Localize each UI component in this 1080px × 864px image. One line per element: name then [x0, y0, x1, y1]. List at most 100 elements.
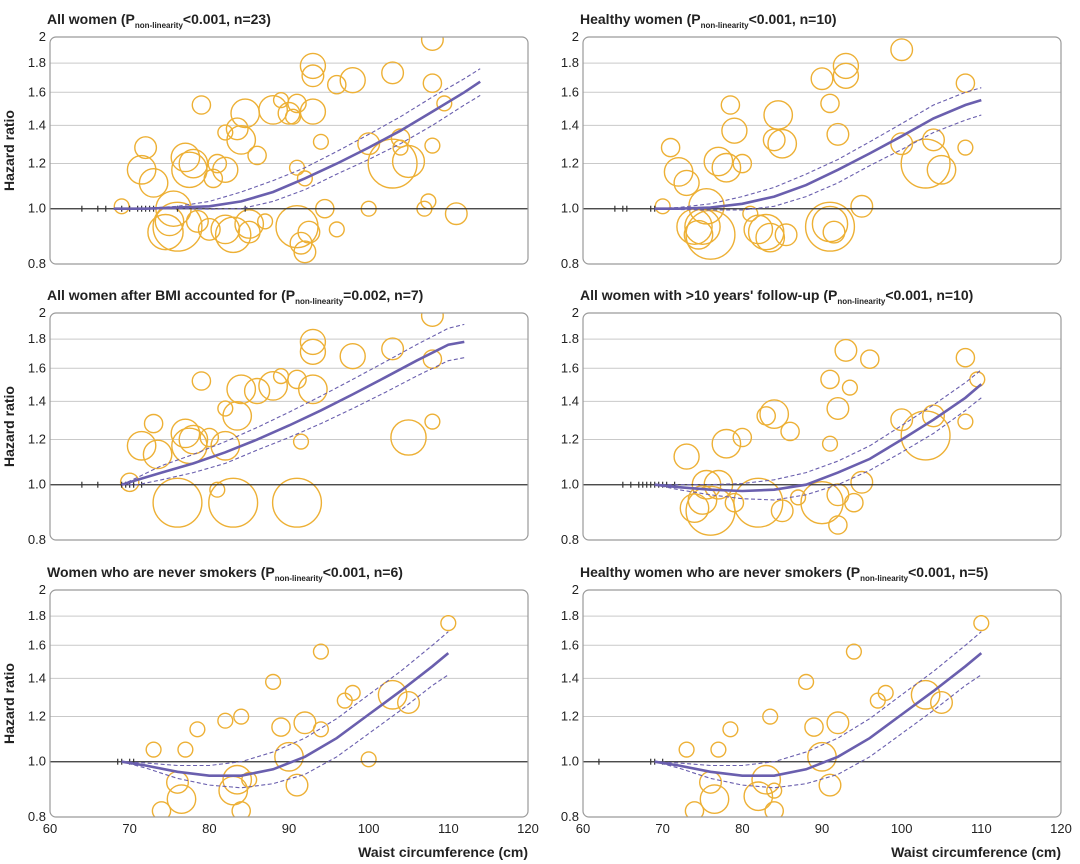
x-axis-title: Waist circumference (cm) [891, 844, 1061, 860]
study-bubble [797, 673, 815, 691]
y-tick-label: 0.8 [28, 532, 46, 547]
study-bubble [774, 223, 798, 247]
study-bubble [170, 142, 201, 173]
panel-title-subscript: non-linearity [837, 297, 886, 306]
panel-title-main: All women after BMI accounted for (P [47, 287, 295, 303]
study-bubble [957, 413, 974, 430]
y-tick-label: 1.0 [28, 754, 46, 769]
study-bubble [742, 205, 759, 222]
study-bubble [780, 421, 800, 442]
study-bubble [440, 614, 457, 632]
study-bubble [811, 205, 849, 243]
x-tick-label: 90 [282, 821, 296, 836]
study-bubble [821, 435, 839, 452]
x-tick-label: 100 [358, 821, 380, 836]
panel-title-subscript: non-linearity [135, 21, 184, 30]
study-bubble [850, 194, 874, 218]
y-tick-label: 1.8 [561, 331, 579, 346]
plot-frame [49, 36, 529, 265]
study-bubble [926, 154, 957, 185]
panel-title-subscript: non-linearity [275, 574, 324, 583]
y-tick-label: 1.0 [561, 477, 579, 492]
y-tick-label: 1.4 [28, 393, 46, 408]
study-bubble [826, 122, 850, 146]
study-bubble [367, 138, 418, 189]
study-bubble [900, 138, 951, 189]
y-tick-label: 2 [572, 305, 579, 320]
hazard-curve [121, 652, 450, 777]
y-tick-label: 0.8 [28, 256, 46, 271]
study-bubble [301, 64, 325, 88]
study-bubble [890, 38, 914, 62]
study-bubble [284, 108, 302, 125]
study-bubble [339, 343, 366, 370]
study-bubble [869, 692, 886, 709]
x-tick-label: 90 [815, 821, 829, 836]
y-tick-label: 1.6 [561, 84, 579, 99]
panel-never-smokers: Women who are never smokers (Pnon-linear… [1, 564, 539, 860]
study-bubble [732, 153, 753, 174]
y-tick-label: 1.0 [28, 201, 46, 216]
y-tick-label: 1.6 [28, 84, 46, 99]
study-bubble [759, 399, 790, 429]
study-bubble [770, 499, 794, 523]
study-bubble [673, 443, 700, 470]
panel-title-end: <0.001, n=6) [323, 564, 403, 580]
plot-frame [582, 589, 1062, 818]
study-bubble [747, 213, 785, 251]
study-bubble [392, 139, 409, 156]
study-bubble [722, 721, 739, 738]
ci-upper-line [113, 68, 481, 210]
y-tick-label: 1.8 [28, 608, 46, 623]
panel-title-subscript: non-linearity [701, 21, 750, 30]
y-axis-title: Hazard ratio [1, 110, 17, 191]
study-bubble [826, 397, 850, 421]
y-axis-title: Hazard ratio [1, 386, 17, 467]
x-tick-label: 80 [735, 821, 749, 836]
study-bubble [381, 61, 405, 85]
study-bubble [850, 470, 874, 494]
x-tick-label: 110 [438, 821, 459, 836]
panel-bmi-accounted: All women after BMI accounted for (Pnon-… [1, 287, 529, 547]
y-tick-label: 0.8 [28, 809, 46, 824]
study-bubble [207, 153, 228, 174]
study-bubble [804, 201, 856, 252]
study-bubble [422, 73, 443, 93]
study-bubble [678, 741, 695, 758]
study-bubble [287, 369, 307, 390]
study-bubble [293, 711, 317, 735]
study-bubble [299, 52, 327, 80]
study-bubbles [113, 37, 468, 264]
study-bubble [226, 124, 257, 155]
study-bubble [654, 198, 671, 215]
study-bubble [171, 151, 208, 189]
panel-title-end: <0.001, n=23) [183, 11, 271, 27]
study-bubble [299, 98, 327, 125]
y-tick-label: 1.2 [28, 156, 46, 171]
study-bubble [755, 222, 786, 253]
study-bubble [199, 427, 220, 448]
study-bubble [145, 741, 162, 758]
study-bubble [955, 347, 976, 368]
ci-upper-line [654, 369, 982, 486]
study-bubble [732, 427, 753, 448]
y-tick-label: 1.6 [561, 637, 579, 652]
study-bubble [296, 170, 314, 187]
x-tick-label: 100 [891, 821, 913, 836]
study-bubble [234, 209, 265, 239]
study-bubble [209, 481, 226, 498]
y-tick-label: 1.8 [28, 55, 46, 70]
y-tick-label: 1.2 [28, 709, 46, 724]
study-bubble [258, 370, 288, 401]
x-tick-label: 80 [202, 821, 216, 836]
study-bubble [711, 152, 742, 183]
study-bubble [444, 202, 468, 226]
study-bubble [152, 201, 203, 252]
study-bubble [312, 643, 330, 660]
study-bubble [910, 679, 941, 710]
study-bubble [820, 93, 840, 114]
study-bubble [225, 117, 249, 141]
panel-healthy-women: Healthy women (Pnon-linearity<0.001, n=1… [561, 11, 1062, 271]
study-bubble [312, 133, 330, 150]
